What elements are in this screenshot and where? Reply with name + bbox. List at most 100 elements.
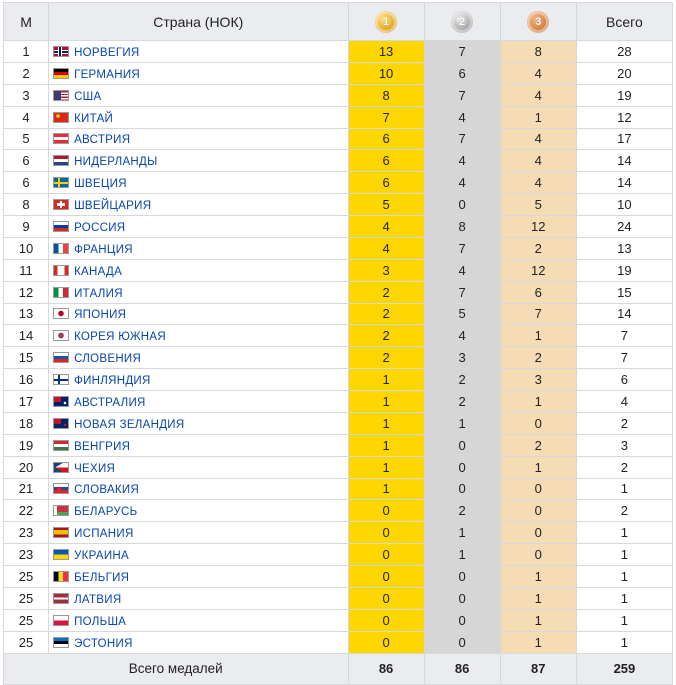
total-cell: 1 [575, 477, 674, 501]
silver-header[interactable]: 2 [423, 2, 501, 41]
country-link[interactable]: ФИНЛЯНДИЯ [74, 375, 151, 388]
country-link[interactable]: ПОЛЬША [74, 615, 127, 628]
table-row: 4 КИТАЙ 7 4 1 12 [2, 105, 674, 129]
sweden-flag-icon [53, 177, 70, 189]
hungary-flag-icon [53, 439, 70, 451]
table-row: 5 АВСТРИЯ 6 7 4 17 [2, 127, 674, 151]
bronze-cell: 0 [499, 499, 577, 523]
usa-flag-icon [53, 89, 70, 101]
rank-header[interactable]: М [2, 2, 50, 41]
country-link[interactable]: УКРАИНА [74, 550, 129, 563]
country-link[interactable]: КОРЕЯ ЮЖНАЯ [74, 331, 166, 344]
country-cell: ИСПАНИЯ [48, 521, 349, 545]
country-link[interactable]: БЕЛЬГИЯ [74, 571, 130, 584]
silver-cell: 1 [423, 521, 501, 545]
country-link[interactable]: СЛОВАКИЯ [74, 484, 140, 497]
japan-flag-icon [53, 308, 70, 320]
ukraine-flag-icon [53, 549, 70, 561]
country-link[interactable]: ИТАЛИЯ [74, 287, 123, 300]
total-cell: 20 [575, 61, 674, 85]
country-link[interactable]: АВСТРАЛИЯ [74, 396, 146, 409]
country-cell: СЛОВАКИЯ [48, 477, 349, 501]
gold-cell: 0 [347, 499, 425, 523]
country-link[interactable]: ШВЕЙЦАРИЯ [74, 200, 152, 213]
table-row: 10 ФРАНЦИЯ 4 7 2 13 [2, 236, 674, 260]
country-link[interactable]: ЭСТОНИЯ [74, 637, 133, 650]
total-cell: 2 [575, 411, 674, 435]
country-cell: ЯПОНИЯ [48, 302, 349, 326]
table-row: 12 ИТАЛИЯ 2 7 6 15 [2, 280, 674, 304]
spain-flag-icon [53, 527, 70, 539]
bronze-cell: 12 [499, 258, 577, 282]
france-flag-icon [53, 242, 70, 254]
total-header[interactable]: Всего [575, 2, 674, 41]
country-link[interactable]: ЧЕХИЯ [74, 462, 116, 475]
country-link[interactable]: СЛОВЕНИЯ [74, 353, 142, 366]
country-link[interactable]: ЯПОНИЯ [74, 309, 127, 322]
latvia-flag-icon [53, 592, 70, 604]
country-link[interactable]: РОССИЯ [74, 221, 126, 234]
bronze-cell: 2 [499, 433, 577, 457]
russia-flag-icon [53, 220, 70, 232]
gold-medal-icon: 1 [375, 10, 398, 33]
gold-cell: 5 [347, 193, 425, 216]
country-cell: РОССИЯ [48, 215, 349, 238]
table-row: 13 ЯПОНИЯ 2 5 7 14 [2, 302, 674, 326]
silver-cell: 6 [423, 61, 501, 85]
country-link[interactable]: ВЕНГРИЯ [74, 440, 131, 453]
slovakia-flag-icon [53, 483, 70, 495]
country-header[interactable]: Страна (НОК) [48, 2, 349, 41]
country-link[interactable]: ШВЕЦИЯ [74, 178, 127, 191]
country-link[interactable]: КАНАДА [74, 265, 123, 278]
gold-cell: 0 [347, 565, 425, 588]
gold-cell: 1 [347, 390, 425, 413]
country-cell: СЛОВЕНИЯ [48, 346, 349, 370]
country-link[interactable]: АВСТРИЯ [74, 134, 131, 147]
country-link[interactable]: БЕЛАРУСЬ [74, 506, 138, 519]
table-row: 21 СЛОВАКИЯ 1 0 0 1 [2, 477, 674, 501]
bronze-header[interactable]: 3 [499, 2, 577, 41]
country-link[interactable]: ИСПАНИЯ [74, 528, 134, 541]
canada-flag-icon [53, 264, 70, 276]
total-cell: 4 [575, 390, 674, 413]
silver-cell: 2 [423, 368, 501, 391]
country-link[interactable]: КИТАЙ [74, 112, 114, 125]
gold-cell: 4 [347, 215, 425, 238]
country-link[interactable]: НОВАЯ ЗЕЛАНДИЯ [74, 418, 185, 431]
bronze-cell: 4 [499, 149, 577, 173]
czech-flag-icon [53, 461, 70, 473]
country-link[interactable]: ЛАТВИЯ [74, 593, 122, 606]
silver-cell: 2 [423, 499, 501, 523]
australia-flag-icon [53, 395, 70, 407]
country-link[interactable]: НОРВЕГИЯ [74, 46, 140, 59]
country-cell: США [48, 83, 349, 107]
total-cell: 7 [575, 324, 674, 348]
silver-total: 86 [423, 652, 501, 685]
silver-cell: 7 [423, 127, 501, 151]
total-cell: 17 [575, 127, 674, 151]
silver-cell: 7 [423, 40, 501, 63]
silver-medal-icon: 2 [451, 10, 474, 33]
total-cell: 3 [575, 433, 674, 457]
gold-header[interactable]: 1 [347, 2, 425, 41]
bronze-medal-icon: 3 [527, 10, 550, 33]
country-cell: ФИНЛЯНДИЯ [48, 368, 349, 391]
table-row: 19 ВЕНГРИЯ 1 0 2 3 [2, 433, 674, 457]
country-cell: АВСТРАЛИЯ [48, 390, 349, 413]
country-cell: КОРЕЯ ЮЖНАЯ [48, 324, 349, 348]
country-link[interactable]: США [74, 90, 102, 103]
bronze-cell: 1 [499, 586, 577, 610]
gold-cell: 6 [347, 149, 425, 173]
bronze-cell: 1 [499, 390, 577, 413]
country-link[interactable]: ФРАНЦИЯ [74, 243, 133, 256]
rank-cell: 11 [2, 258, 50, 282]
country-link[interactable]: НИДЕРЛАНДЫ [74, 156, 158, 169]
total-cell: 19 [575, 83, 674, 107]
total-cell: 1 [575, 565, 674, 588]
country-cell: ШВЕЦИЯ [48, 171, 349, 195]
rank-cell: 2 [2, 61, 50, 85]
bronze-total: 87 [499, 652, 577, 685]
total-cell: 1 [575, 543, 674, 566]
country-link[interactable]: ГЕРМАНИЯ [74, 68, 141, 81]
bronze-cell: 0 [499, 477, 577, 501]
